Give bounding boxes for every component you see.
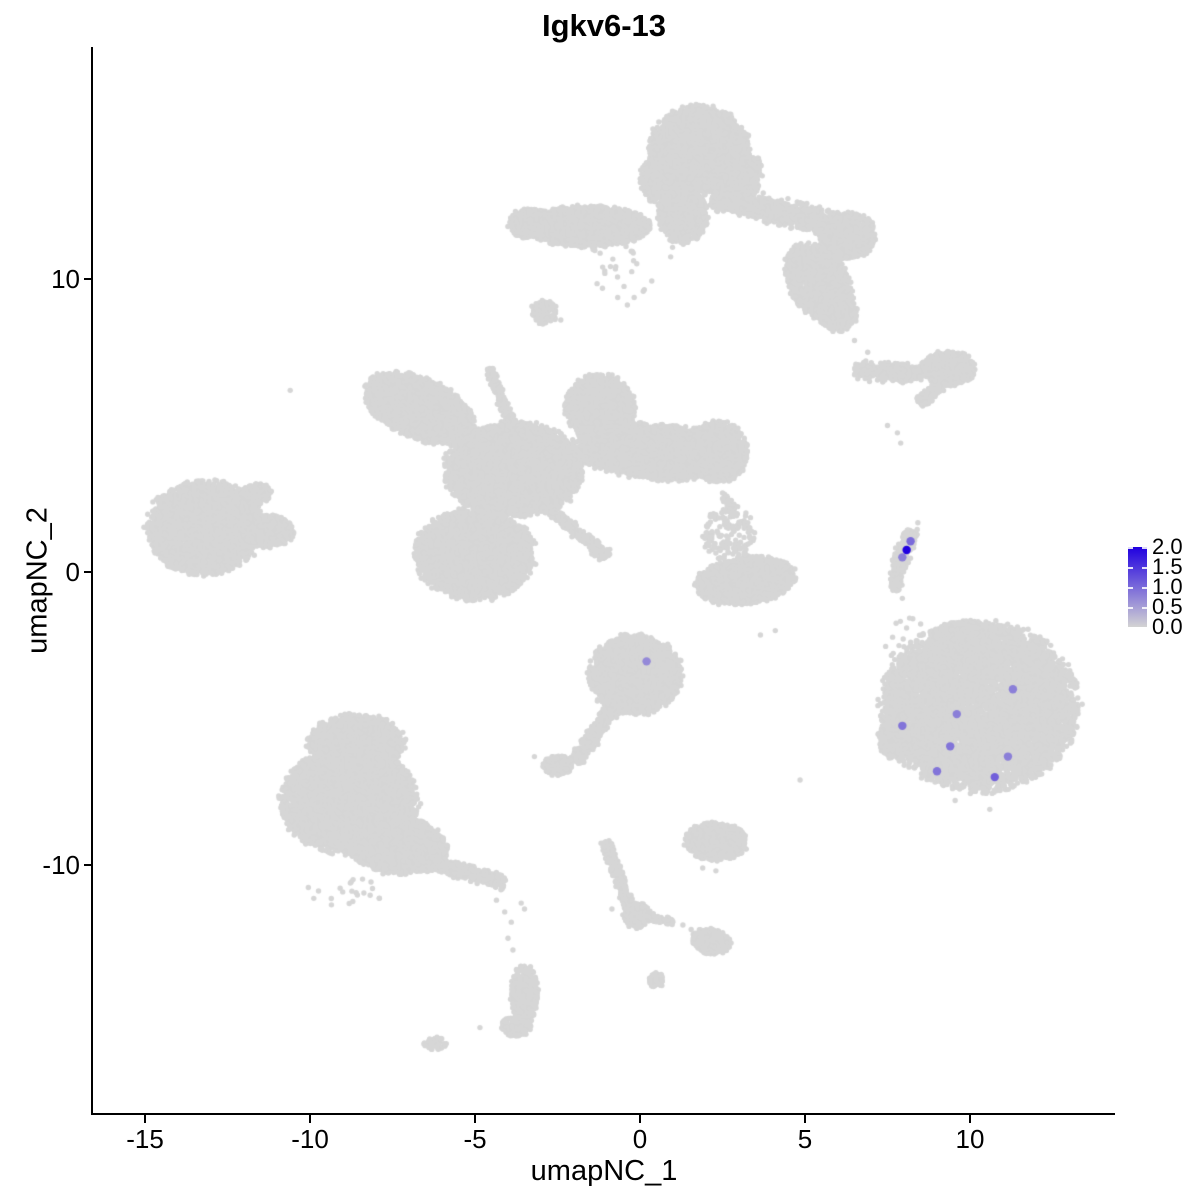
colorbar-tick-label: 0.5 (1152, 594, 1183, 619)
y-axis-tick-label: 10 (51, 264, 80, 294)
colorbar-tick (1142, 567, 1147, 569)
x-axis-tick-label: -10 (291, 1124, 329, 1154)
x-axis-label: umapNC_1 (530, 1155, 678, 1187)
colorbar-tick (1128, 587, 1133, 589)
expression-colorbar-legend: 2.0 1.5 1.0 0.5 0.0 (1124, 536, 1200, 640)
colorbar-tick (1128, 547, 1133, 549)
x-axis-tick (804, 1115, 806, 1123)
colorbar-tick-label: 1.0 (1152, 574, 1183, 599)
colorbar-tick (1128, 607, 1133, 609)
x-axis-tick-label: 5 (797, 1124, 813, 1154)
x-axis-tick (144, 1115, 146, 1123)
x-axis-tick (969, 1115, 971, 1123)
x-axis-tick (474, 1115, 476, 1123)
x-axis-tick-label: 0 (632, 1124, 648, 1154)
y-axis-tick (84, 571, 92, 573)
x-axis-tick (639, 1115, 641, 1123)
y-axis-tick (84, 864, 92, 866)
colorbar-tick (1142, 547, 1147, 549)
colorbar-tick (1142, 587, 1147, 589)
plot-axes-frame (91, 47, 1115, 1115)
x-axis-tick (309, 1115, 311, 1123)
y-axis-tick (84, 278, 92, 280)
colorbar-tick (1142, 607, 1147, 609)
colorbar-tick-label: 1.5 (1152, 554, 1183, 579)
x-axis-tick-label: -5 (463, 1124, 487, 1154)
x-axis-tick-label: 10 (955, 1124, 985, 1154)
y-axis-tick-label: -10 (42, 850, 80, 880)
y-axis-tick-label: 0 (65, 557, 80, 587)
colorbar-tick-label: 2.0 (1152, 534, 1183, 559)
colorbar-tick-label: 0.0 (1152, 614, 1183, 639)
plot-title: Igkv6-13 (541, 8, 667, 43)
colorbar-tick (1128, 567, 1133, 569)
x-axis-tick-label: -15 (126, 1124, 164, 1154)
